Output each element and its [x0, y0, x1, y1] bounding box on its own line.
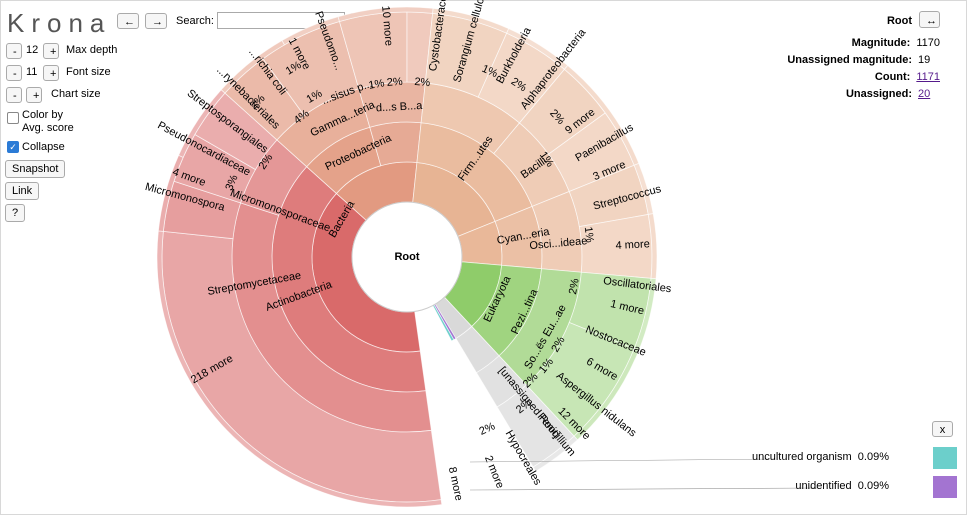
legend-leader-line — [469, 487, 819, 491]
max-depth-decrease-button[interactable]: - — [6, 43, 22, 59]
label-2%: 2% — [567, 277, 582, 295]
collapse-checkbox[interactable]: ✓ — [7, 141, 19, 153]
label-1%: 1% — [368, 77, 386, 92]
collapse-label: Collapse — [22, 141, 65, 153]
legend-swatch — [933, 447, 957, 469]
legend-swatch — [933, 476, 957, 498]
legend-item-label: unidentified 0.09% — [795, 480, 889, 492]
label-2-more: 2 more — [482, 454, 506, 490]
font-size-label: Font size — [66, 66, 111, 78]
details-key: Unassigned: — [845, 88, 912, 100]
details-row-magnitude: Magnitude: 1170 — [852, 37, 940, 49]
max-depth-increase-button[interactable]: + — [43, 43, 59, 59]
details-row-count: Count: 1171 — [875, 71, 940, 83]
color-by-checkbox[interactable] — [7, 112, 19, 124]
search-input[interactable] — [217, 12, 345, 29]
label-2%: 2% — [414, 76, 431, 89]
details-key: Count: — [874, 71, 911, 83]
details-value: 19 — [918, 54, 931, 66]
center-hole — [351, 201, 463, 313]
label-1%: 1% — [582, 226, 596, 243]
label-10-more: 10 more — [379, 5, 394, 46]
label-3%: 3% — [223, 173, 240, 193]
chart-size-increase-button[interactable]: + — [26, 87, 42, 103]
font-size-control: - 11 + Font size — [6, 65, 156, 81]
unassigned-link[interactable]: 20 — [918, 88, 931, 100]
wedge-5-54 — [532, 435, 579, 472]
count-link[interactable]: 1171 — [916, 71, 940, 83]
label-d-s-b-a: d...s B...a — [376, 100, 424, 114]
label-2%: 2% — [478, 420, 498, 438]
details-expand-button[interactable]: ↔ — [919, 11, 940, 28]
color-by-label-line1: Color by — [22, 109, 63, 121]
link-button[interactable]: Link — [5, 182, 40, 200]
details-row-unassigned: Unassigned: 20 — [846, 88, 940, 100]
legend-leader-line — [469, 458, 776, 463]
font-size-decrease-button[interactable]: - — [6, 65, 22, 81]
search-label: Search: — [176, 15, 214, 27]
label-1%: 1% — [480, 63, 500, 81]
legend-close-button[interactable]: x — [932, 421, 953, 437]
color-by-label-line2: Avg. score — [22, 122, 74, 134]
label-root: Root — [394, 251, 419, 263]
max-depth-value: 12 — [26, 44, 39, 56]
legend-item-label: uncultured organism 0.09% — [752, 451, 889, 463]
help-button[interactable]: ? — [5, 204, 26, 222]
max-depth-label: Max depth — [66, 44, 118, 56]
legend-item-uncultured-organism[interactable]: uncultured organism 0.09% — [637, 447, 957, 469]
details-key: Unassigned magnitude: — [787, 54, 912, 66]
font-size-increase-button[interactable]: + — [43, 65, 59, 81]
forward-button[interactable]: → — [145, 13, 167, 29]
chart-size-label: Chart size — [51, 88, 101, 100]
label-4-more: 4 more — [615, 238, 650, 252]
details-row-unassigned-magnitude: Unassigned magnitude: 19 — [787, 54, 940, 66]
krona-logo: Krona — [7, 8, 111, 39]
label-osci-ideae: Osci...ideae — [529, 235, 588, 252]
details-value: 1170 — [916, 37, 940, 49]
details-title: Root — [886, 15, 912, 27]
chart-size-control: - + Chart size — [6, 87, 156, 103]
max-depth-control: - 12 + Max depth — [6, 43, 156, 59]
snapshot-button[interactable]: Snapshot — [5, 160, 66, 178]
color-by-label: Color by Avg. score — [22, 109, 74, 135]
label-8-more: 8 more — [446, 466, 465, 502]
label-2%: 2% — [386, 76, 403, 89]
back-button[interactable]: ← — [117, 13, 139, 29]
logo-text: Krona — [7, 8, 112, 38]
font-size-value: 11 — [26, 66, 38, 78]
chart-size-decrease-button[interactable]: - — [6, 87, 22, 103]
legend-item-unidentified[interactable]: unidentified 0.09% — [637, 476, 957, 498]
details-key: Magnitude: — [851, 37, 911, 49]
